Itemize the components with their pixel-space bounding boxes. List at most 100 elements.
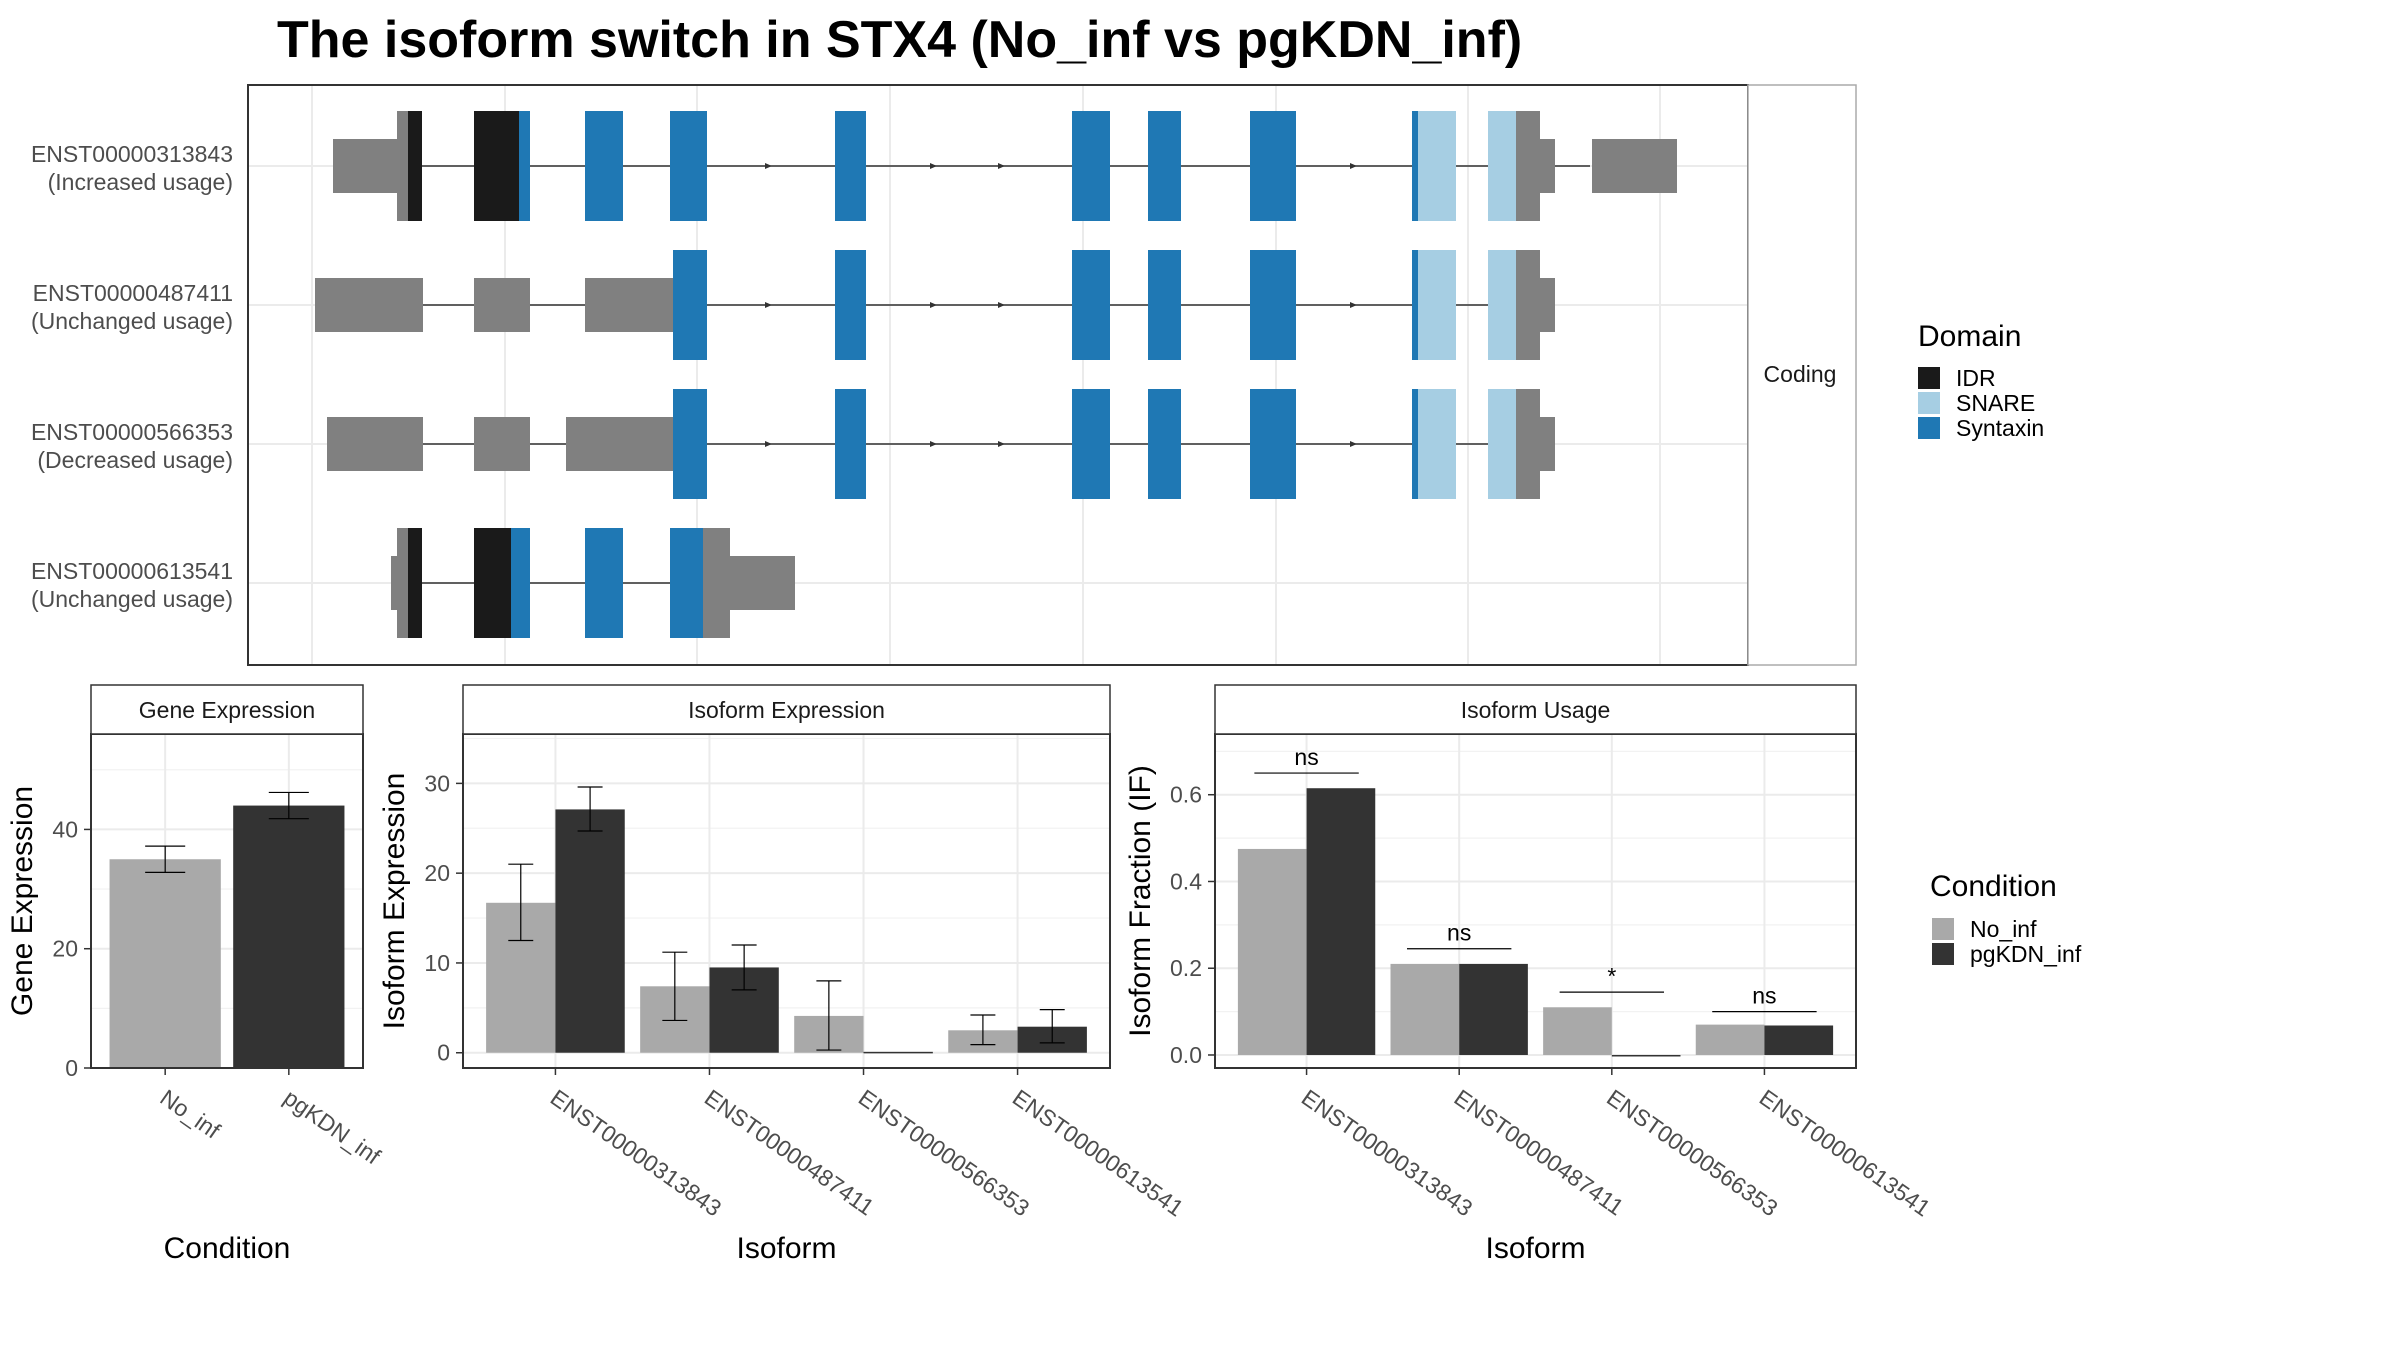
significance-label: *	[1607, 963, 1616, 989]
utr-exon	[1592, 139, 1677, 193]
domain-exon-syntaxin	[835, 250, 866, 360]
domain-exon-snare	[1488, 111, 1516, 221]
utr-exon	[391, 556, 397, 610]
y-tick-label: 40	[52, 816, 78, 842]
domain-exon-syntaxin	[1412, 389, 1418, 499]
significance-label: ns	[1752, 983, 1776, 1009]
domain-exon-syntaxin	[585, 528, 623, 638]
domain-exon-syntaxin	[1072, 389, 1110, 499]
domain-exon-snare	[1418, 389, 1456, 499]
domain-exon-snare	[1418, 250, 1456, 360]
isoform-label: ENST00000313843 (Increased usage)	[31, 141, 233, 195]
x-axis-title: Condition	[164, 1232, 291, 1265]
intron-arrow	[998, 302, 1005, 308]
condition-legend-title: Condition	[1930, 870, 2057, 903]
domain-exon-syntaxin	[673, 250, 707, 360]
intron-arrow	[998, 441, 1005, 447]
utr-exon	[1516, 111, 1540, 221]
domain-exon-idr	[474, 111, 519, 221]
domain-exon-syntaxin	[1072, 111, 1110, 221]
x-tick-label: ENST00000487411	[700, 1084, 879, 1220]
isoform-label: ENST00000613541 (Unchanged usage)	[31, 558, 233, 612]
bar	[1543, 1007, 1612, 1055]
bar	[863, 1051, 933, 1054]
utr-exon	[1516, 389, 1540, 499]
utr-exon	[315, 278, 423, 332]
y-axis-title: Gene Expression	[6, 786, 39, 1016]
utr-exon	[730, 556, 795, 610]
domain-exon-syntaxin	[585, 111, 623, 221]
intron-arrow	[930, 302, 937, 308]
significance-label: ns	[1294, 744, 1318, 770]
domain-legend-key	[1918, 367, 1940, 389]
chart-title: The isoform switch in STX4 (No_inf vs pg…	[277, 11, 1523, 69]
domain-exon-syntaxin	[670, 528, 703, 638]
domain-exon-syntaxin	[1250, 250, 1296, 360]
domain-exon-syntaxin	[1148, 250, 1181, 360]
domain-exon-syntaxin	[1412, 250, 1418, 360]
y-tick-label: 0.4	[1170, 868, 1202, 894]
y-axis-title: Isoform Fraction (IF)	[1124, 765, 1157, 1037]
utr-exon	[1540, 278, 1555, 332]
significance-label: ns	[1447, 920, 1471, 946]
y-tick-label: 20	[424, 860, 450, 886]
y-tick-label: 0	[437, 1040, 450, 1066]
condition-legend-label: No_inf	[1970, 916, 2037, 942]
panel-strip	[90, 684, 364, 735]
utr-exon	[1540, 417, 1555, 471]
isoform-label: ENST00000487411 (Unchanged usage)	[31, 280, 233, 334]
intron-arrow	[930, 441, 937, 447]
isoform-label: ENST00000566353 (Decreased usage)	[31, 419, 233, 473]
bar	[1306, 788, 1376, 1055]
y-tick-label: 0	[65, 1055, 78, 1081]
domain-exon-syntaxin	[835, 389, 866, 499]
x-axis-title: Isoform	[736, 1232, 836, 1265]
x-axis-title: Isoform	[1485, 1232, 1585, 1265]
domain-legend-label: IDR	[1956, 365, 1996, 391]
utr-exon	[566, 417, 673, 471]
utr-exon	[333, 139, 397, 193]
domain-legend-title: Domain	[1918, 320, 2021, 353]
y-tick-label: 20	[52, 936, 78, 962]
utr-exon	[474, 278, 530, 332]
bar	[1764, 1025, 1834, 1055]
utr-exon	[327, 417, 423, 471]
y-axis-title: Isoform Expression	[378, 773, 411, 1030]
domain-legend-label: Syntaxin	[1956, 415, 2044, 441]
y-tick-label: 0.0	[1170, 1042, 1202, 1068]
y-tick-label: 10	[424, 950, 450, 976]
panel-strip-title: Isoform Expression	[688, 697, 885, 723]
domain-exon-syntaxin	[511, 528, 530, 638]
domain-exon-syntaxin	[1250, 111, 1296, 221]
bar	[1611, 1054, 1681, 1057]
domain-exon-syntaxin	[1148, 111, 1181, 221]
condition-legend-key	[1932, 943, 1954, 965]
domain-exon-syntaxin	[519, 111, 530, 221]
domain-exon-syntaxin	[673, 389, 707, 499]
domain-exon-syntaxin	[835, 111, 866, 221]
utr-exon	[703, 528, 730, 638]
domain-exon-snare	[1488, 389, 1516, 499]
bar	[1390, 963, 1460, 1055]
facet-strip-label: Coding	[1764, 361, 1837, 387]
domain-exon-syntaxin	[1148, 389, 1181, 499]
domain-exon-idr	[408, 528, 422, 638]
x-tick-label: No_inf	[156, 1084, 226, 1144]
panel-strip	[462, 684, 1111, 735]
condition-legend-key	[1932, 918, 1954, 940]
y-tick-label: 0.2	[1170, 955, 1202, 981]
y-tick-label: 0.6	[1170, 782, 1202, 808]
domain-exon-syntaxin	[1072, 250, 1110, 360]
domain-legend-label: SNARE	[1956, 390, 2035, 416]
utr-exon	[1516, 250, 1540, 360]
facet-strip	[1747, 84, 1857, 666]
bar	[1695, 1024, 1765, 1055]
panel-strip	[1214, 684, 1857, 735]
domain-exon-syntaxin	[1250, 389, 1296, 499]
domain-exon-syntaxin	[670, 111, 707, 221]
intron-arrow	[1350, 302, 1357, 308]
intron-arrow	[765, 163, 772, 169]
bar	[555, 809, 625, 1053]
x-tick-label: pgKDN_inf	[279, 1084, 386, 1169]
